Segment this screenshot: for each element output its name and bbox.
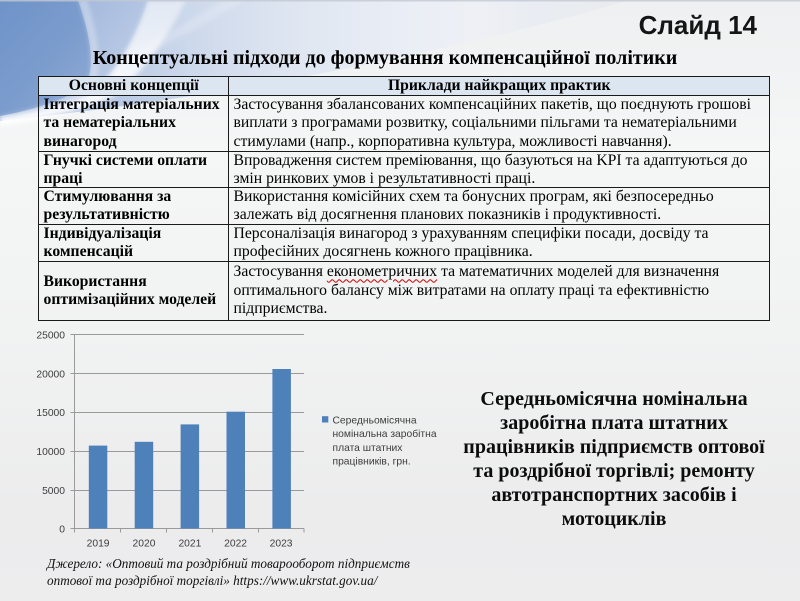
svg-text:2021: 2021 (178, 539, 201, 550)
svg-text:2020: 2020 (133, 539, 156, 550)
svg-text:плата штатних: плата штатних (333, 443, 404, 454)
svg-text:2022: 2022 (224, 539, 247, 550)
svg-text:номінальна заробітна: номінальна заробітна (333, 428, 437, 440)
svg-text:Середньомісячна: Середньомісячна (333, 416, 417, 427)
svg-text:працівників, грн.: працівників, грн. (333, 457, 411, 468)
svg-text:10000: 10000 (36, 447, 65, 458)
svg-text:20000: 20000 (36, 369, 65, 380)
svg-text:0: 0 (59, 525, 65, 536)
svg-text:15000: 15000 (36, 408, 65, 419)
svg-text:2019: 2019 (87, 539, 110, 550)
svg-text:2023: 2023 (270, 539, 293, 550)
svg-text:25000: 25000 (36, 331, 65, 342)
svg-text:5000: 5000 (42, 486, 65, 497)
